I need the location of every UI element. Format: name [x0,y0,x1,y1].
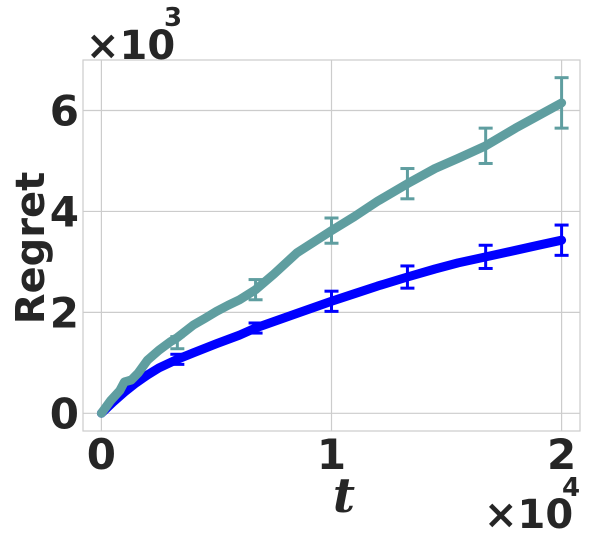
series-0-line [96,235,567,418]
series-0-errorbar-5 [554,223,569,257]
x-tick-label-2: 2 [547,430,576,479]
tick-labels: 0 1 2 0 2 4 6 [50,86,576,479]
series-0-errorbar-2 [324,289,339,313]
series-0 [96,223,569,418]
series-layer [96,76,569,418]
series-1-errorbar-1 [248,278,263,302]
y-axis-label: Regret [8,172,54,325]
series-1 [96,76,569,418]
series-1-errorbar-0 [170,335,185,351]
series-1-errorbar-3 [400,167,415,201]
x-multiplier: ×10 [484,492,573,538]
y-tick-label-3: 6 [50,86,79,135]
y-multiplier: ×10 [86,23,175,69]
series-1-line [96,98,567,418]
plot-frame [82,59,581,432]
x-axis-label: t [333,468,355,524]
y-multiplier-exponent: 3 [164,3,182,33]
series-0-errorbar-3 [400,264,415,290]
x-tick-label-1: 1 [317,430,346,479]
y-tick-label-2: 4 [50,187,79,236]
series-0-errorbar-1 [248,321,263,335]
series-0-errorbar-0 [170,352,185,366]
x-multiplier-exponent: 4 [562,473,580,503]
y-tick-label-1: 2 [50,288,79,337]
series-1-errorbar-5 [554,76,569,130]
x-tick-label-0: 0 [87,430,116,479]
series-0-errorbar-4 [478,243,493,270]
series-1-errorbar-2 [324,216,339,245]
y-tick-label-0: 0 [50,389,79,438]
grid [83,60,580,431]
series-1-errorbar-4 [478,126,493,165]
